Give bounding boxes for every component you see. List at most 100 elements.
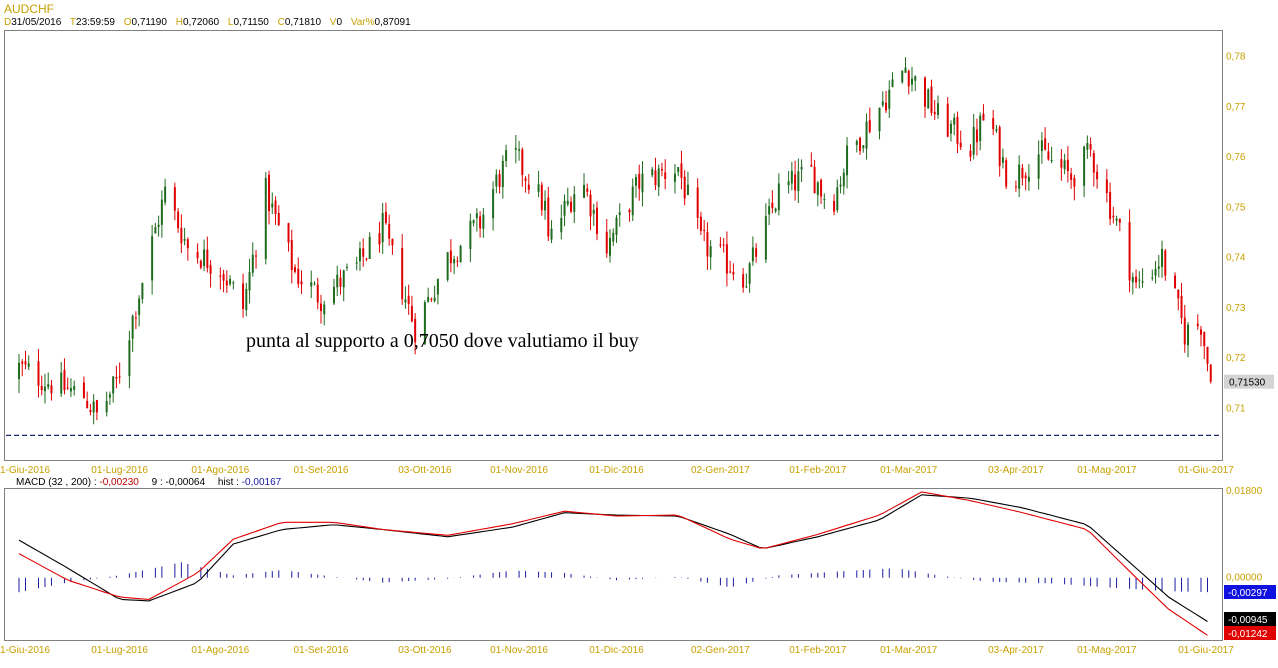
candle [446,251,449,282]
candle [566,187,569,207]
candle [1135,269,1138,289]
candle [1138,271,1141,289]
candle [1040,132,1043,164]
candle [1157,254,1160,278]
candle [410,295,413,323]
candle [1131,272,1134,295]
candle [1112,206,1115,224]
candle [300,270,303,295]
candle [414,313,417,355]
time-value: 23:59:59 [76,17,115,28]
candle [1180,283,1183,325]
candle [573,186,576,224]
candle [907,69,910,95]
candle [800,159,803,183]
candle [1109,182,1112,226]
candle [631,178,634,222]
candle [365,257,368,262]
candle [128,330,131,389]
candle [1196,314,1199,330]
candle [255,249,258,269]
candle [518,140,521,161]
candle [164,178,167,206]
price-tick-label: 0,71 [1226,403,1246,414]
candle [878,107,881,140]
candle [592,203,595,226]
candle [47,372,50,390]
candle [612,228,615,246]
candle [1115,215,1118,226]
candle [550,220,553,244]
candle [40,375,43,396]
candle [891,72,894,88]
var-key: Var% [350,17,375,28]
candle [1066,146,1069,183]
candle [92,394,95,425]
price-x-label: 01-Ago-2016 [191,465,249,476]
price-tick-label: 0,75 [1226,202,1246,213]
candle [923,76,926,118]
candle [638,164,641,201]
candle [60,362,63,397]
candle [1177,289,1180,311]
candle [745,273,748,289]
candle [998,125,1001,177]
candle [151,225,154,295]
macd-readout: MACD (32 , 200) : -0,00230 9 : -0,00064 … [16,477,281,488]
candle [657,164,660,196]
candle [131,314,134,352]
candle [287,222,290,252]
price-tick-label: 0,76 [1226,152,1246,163]
macd-tick-label: 0,00000 [1226,573,1263,584]
hist-value: -0,00167 [241,477,282,488]
price-panel-frame [4,30,1223,461]
candle [982,104,985,121]
signal-key: 9 : [151,477,163,488]
macd-x-label: 01-Feb-2017 [789,645,847,656]
candle [388,214,391,246]
candle [583,173,586,199]
candle [362,238,365,267]
candle [810,152,813,167]
candle [833,194,836,216]
price-tick-label: 0,74 [1226,253,1246,264]
candle [401,233,404,305]
close-value: 0,71810 [284,17,322,28]
candle [1047,142,1050,161]
candle [427,287,430,303]
candle [449,239,452,273]
candle [992,109,995,136]
candle [768,198,771,226]
candle [108,391,111,405]
candle [336,265,339,297]
candle [219,267,222,290]
candle [1089,137,1092,157]
candle [846,137,849,189]
macd-value-label: -0,01242 [1228,629,1268,640]
candle [118,362,121,384]
macd-x-label: 03-Ott-2016 [398,645,452,656]
price-x-label: 01-Giu-2017 [1178,465,1234,476]
candle [21,359,24,377]
candle [310,270,313,299]
candle [1018,155,1021,198]
candle [339,269,342,295]
candle [268,170,271,225]
price-x-label: 03-Apr-2017 [988,465,1044,476]
candle [865,113,868,160]
candle [725,231,728,287]
candle [699,211,702,236]
candle [316,277,319,310]
macd-x-label: 01-Mar-2017 [880,645,938,656]
candle [290,229,293,284]
candle [183,227,186,246]
candle [927,88,930,109]
candle [816,180,819,207]
candle [501,155,504,199]
candle [154,222,157,234]
time-key: T [69,17,77,28]
candle [157,215,160,237]
candle [297,257,300,288]
candle [342,269,345,302]
candle [975,118,978,156]
